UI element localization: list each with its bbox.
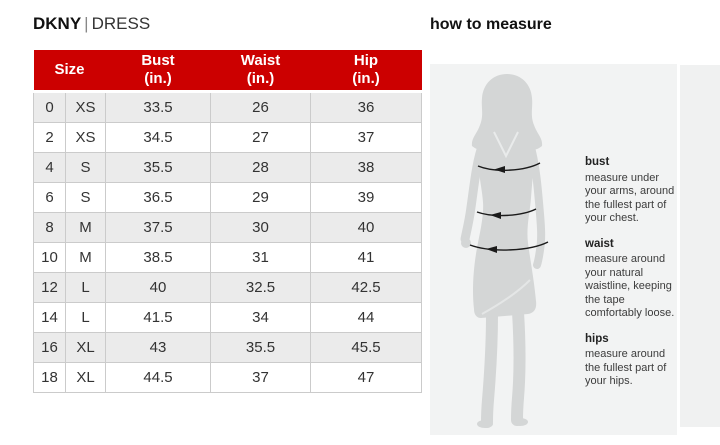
cell-bust: 34.5: [105, 122, 212, 153]
cell-waist: 29: [210, 182, 312, 213]
cell-waist: 32.5: [210, 272, 312, 303]
cell-bust: 40: [105, 272, 212, 303]
cell-size-number: 14: [33, 302, 66, 333]
measure-section-body: measure under your arms, around the full…: [585, 171, 675, 225]
hip-arrow: [469, 241, 549, 251]
cell-waist: 35.5: [210, 332, 312, 363]
title-separator: |: [84, 14, 89, 33]
cell-size-number: 0: [33, 91, 66, 123]
size-table-row: 2 XS 34.5 27 37: [33, 122, 423, 153]
cell-size-letter: L: [64, 302, 107, 333]
cell-waist: 28: [210, 152, 312, 183]
cell-size-letter: M: [64, 242, 107, 273]
measure-section-body: measure around the fullest part of your …: [585, 348, 667, 387]
cell-bust: 36.5: [105, 182, 212, 213]
cell-size-letter: S: [64, 182, 107, 213]
cell-size-letter: XS: [64, 91, 107, 123]
cell-size-number: 4: [33, 152, 66, 183]
cell-size-number: 18: [33, 362, 66, 393]
column-header-bust: Bust (in.): [105, 50, 211, 93]
cell-hip: 37: [310, 122, 423, 153]
cell-bust: 44.5: [105, 362, 212, 393]
measure-section: bust measure under your arms, around the…: [585, 156, 677, 226]
how-to-measure-panel: bust measure under your arms, around the…: [430, 64, 677, 435]
cell-hip: 36: [310, 91, 423, 123]
v-neck-line: [493, 131, 519, 159]
page-title: DKNY | DRESS: [33, 14, 150, 34]
measurement-figure-illustration: [460, 74, 549, 428]
cell-bust: 35.5: [105, 152, 212, 183]
cell-bust: 33.5: [105, 91, 212, 123]
size-table-row: 16 XL 43 35.5 45.5: [33, 332, 423, 363]
skirt-fold-line: [481, 279, 531, 315]
measure-section: waist measure around your natural waistl…: [585, 238, 677, 321]
cell-waist: 37: [210, 362, 312, 393]
cell-size-letter: XS: [64, 122, 107, 153]
size-table-row: 12 L 40 32.5 42.5: [33, 272, 423, 303]
cell-waist: 30: [210, 212, 312, 243]
size-table-row: 10 M 38.5 31 41: [33, 242, 423, 273]
size-table-row: 8 M 37.5 30 40: [33, 212, 423, 243]
cell-hip: 44: [310, 302, 423, 333]
measure-section-body: measure around your natural waistline, k…: [585, 253, 675, 319]
cell-waist: 27: [210, 122, 312, 153]
cell-size-number: 10: [33, 242, 66, 273]
measure-section-heading: bust: [585, 156, 610, 168]
size-table-row: 18 XL 44.5 37 47: [33, 362, 423, 393]
cell-hip: 41: [310, 242, 423, 273]
cell-bust: 38.5: [105, 242, 212, 273]
cell-size-number: 16: [33, 332, 66, 363]
size-chart-header: Size Bust (in.) Waist (in.) Hip (in.): [33, 50, 422, 93]
cell-hip: 38: [310, 152, 423, 183]
cell-bust: 37.5: [105, 212, 212, 243]
cell-size-number: 8: [33, 212, 66, 243]
cell-size-number: 12: [33, 272, 66, 303]
column-header-hip: Hip (in.): [310, 50, 422, 93]
product-name: DRESS: [91, 14, 151, 33]
bust-arrowhead: [494, 166, 505, 173]
cell-hip: 47: [310, 362, 423, 393]
hip-arrowhead: [486, 246, 497, 253]
cell-waist: 34: [210, 302, 312, 333]
size-table-row: 14 L 41.5 34 44: [33, 302, 423, 333]
brand-name: DKNY: [33, 14, 82, 33]
cell-size-letter: XL: [64, 362, 107, 393]
cell-bust: 41.5: [105, 302, 212, 333]
column-header-size: Size: [33, 50, 106, 93]
cell-waist: 31: [210, 242, 312, 273]
bust-arrow: [477, 162, 541, 171]
cell-size-letter: S: [64, 152, 107, 183]
cell-waist: 26: [210, 91, 312, 123]
column-header-waist: Waist (in.): [210, 50, 311, 93]
cell-size-letter: L: [64, 272, 107, 303]
size-chart-table: Size Bust (in.) Waist (in.) Hip (in.) 0 …: [33, 50, 423, 393]
adjacent-panel-fragment: [680, 65, 720, 427]
measurement-arrows: [469, 162, 549, 251]
waist-arrow: [476, 208, 537, 217]
cell-size-letter: XL: [64, 332, 107, 363]
cell-size-number: 2: [33, 122, 66, 153]
measure-section: hips measure around the fullest part of …: [585, 333, 677, 389]
size-table-row: 4 S 35.5 28 38: [33, 152, 423, 183]
cell-hip: 42.5: [310, 272, 423, 303]
measure-section-heading: hips: [585, 332, 609, 345]
cell-size-number: 6: [33, 182, 66, 213]
measure-instructions: bust measure under your arms, around the…: [585, 156, 677, 401]
how-to-measure-title: how to measure: [430, 16, 552, 33]
cell-hip: 45.5: [310, 332, 423, 363]
cell-size-letter: M: [64, 212, 107, 243]
cell-bust: 43: [105, 332, 212, 363]
cell-hip: 40: [310, 212, 423, 243]
waist-arrowhead: [490, 212, 501, 219]
size-table-row: 0 XS 33.5 26 36: [33, 91, 423, 123]
cell-hip: 39: [310, 182, 423, 213]
measure-section-heading: waist: [585, 237, 614, 250]
size-table-row: 6 S 36.5 29 39: [33, 182, 423, 213]
size-table-body: 0 XS 33.5 26 36 2 XS 34.5 27 37 4 S 35.5…: [33, 91, 423, 393]
